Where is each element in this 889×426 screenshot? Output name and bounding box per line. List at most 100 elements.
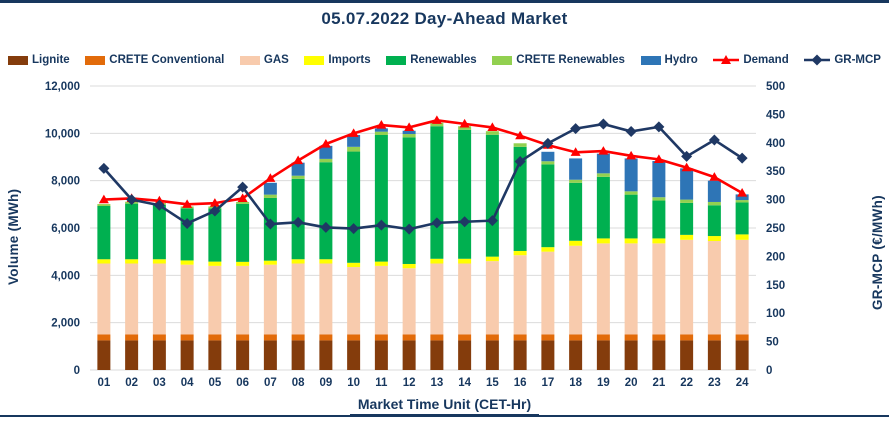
legend-item-lignite[interactable]: Lignite: [8, 54, 70, 66]
bar-hour-16[interactable]: [513, 143, 527, 370]
x-tick-label: 01: [97, 377, 110, 389]
bar-hour-15[interactable]: [485, 131, 499, 370]
legend-item-demand[interactable]: Demand: [713, 54, 789, 66]
triangle-marker: [570, 147, 581, 156]
bar-hour-09[interactable]: [319, 145, 333, 370]
bar-hour-08[interactable]: [291, 162, 305, 370]
triangle-marker: [293, 155, 304, 165]
segment-gas: [347, 267, 361, 335]
segment-imports: [569, 240, 583, 246]
segment-gas: [596, 243, 610, 335]
segment-crete-conventional: [596, 334, 610, 341]
segment-hydro: [569, 158, 583, 180]
segment-renewables: [596, 176, 610, 239]
segment-gas: [236, 265, 250, 335]
legend-item-crete-conventional[interactable]: CRETE Conventional: [85, 54, 224, 66]
bar-hour-06[interactable]: [236, 201, 250, 370]
diamond-marker: [653, 121, 665, 133]
segment-crete-conventional: [624, 334, 638, 341]
x-tick-label: 11: [375, 377, 388, 389]
bar-hour-10[interactable]: [347, 134, 361, 370]
x-axis-ticks: 01 02 03 04 05 06 07 08 09 10 11 12 13 14 15 16 17 18 19 20…: [97, 377, 749, 389]
segment-imports: [374, 261, 388, 266]
segment-imports: [541, 247, 555, 252]
segment-crete-conventional: [97, 334, 111, 341]
legend-item-renewables[interactable]: Renewables: [386, 54, 477, 66]
triangle-marker: [182, 199, 193, 208]
bar-hour-20[interactable]: [624, 158, 638, 370]
stacked-bars: [97, 122, 749, 370]
segment-gas: [97, 263, 111, 335]
segment-crete-conventional: [569, 334, 583, 341]
x-tick-label: 19: [597, 377, 610, 389]
segment-lignite: [347, 340, 361, 370]
segment-hydro: [680, 168, 694, 200]
segment-renewables: [347, 151, 361, 263]
segment-imports: [513, 250, 527, 256]
right-axis-title: GR-MCP (€/MWh): [870, 195, 885, 311]
bar-hour-19[interactable]: [596, 153, 610, 370]
bar-hour-01[interactable]: [97, 204, 111, 370]
bar-hour-22[interactable]: [680, 168, 694, 370]
left-tick-label: 2,000: [51, 318, 80, 330]
triangle-marker: [98, 194, 109, 204]
diamond-marker: [153, 199, 165, 211]
bar-hour-05[interactable]: [208, 206, 222, 370]
bar-hour-13[interactable]: [430, 122, 444, 370]
diamond-marker: [403, 223, 415, 235]
segment-lignite: [735, 340, 749, 370]
triangle-marker: [459, 118, 470, 128]
x-tick-label: 16: [514, 377, 527, 389]
x-axis-title: Market Time Unit (CET-Hr): [349, 396, 540, 416]
bar-hour-23[interactable]: [707, 180, 721, 370]
segment-crete-conventional: [680, 334, 694, 341]
bar-hour-17[interactable]: [541, 151, 555, 370]
legend-swatch-imports-icon: [304, 55, 325, 65]
triangle-marker: [265, 173, 276, 182]
legend-swatch-gr-mcp-icon: [804, 54, 831, 66]
segment-lignite: [236, 340, 250, 370]
legend-item-imports[interactable]: Imports: [304, 54, 371, 66]
line-gr-mcp: [98, 118, 748, 235]
segment-imports: [735, 234, 749, 240]
diamond-marker: [348, 223, 360, 235]
segment-imports: [180, 260, 194, 265]
legend-label-gas: GAS: [263, 54, 289, 66]
diamond-marker: [459, 216, 471, 228]
legend-label-hydro: Hydro: [664, 54, 698, 66]
bar-hour-02[interactable]: [125, 201, 139, 370]
diamond-marker: [98, 162, 110, 174]
segment-crete-conventional: [652, 334, 666, 341]
x-tick-label: 12: [403, 377, 416, 389]
legend-swatch-crete-conventional-icon: [85, 55, 106, 65]
bar-hour-14[interactable]: [458, 126, 472, 370]
segment-imports: [319, 259, 333, 264]
segment-imports: [430, 258, 444, 264]
bar-hour-11[interactable]: [374, 128, 388, 370]
legend-swatch-lignite-icon: [8, 55, 28, 65]
bar-hour-04[interactable]: [180, 206, 194, 370]
segment-gas: [291, 263, 305, 335]
legend-item-gr-mcp[interactable]: GR-MCP: [804, 54, 881, 66]
right-tick-label: 350: [766, 166, 785, 178]
bar-hour-12[interactable]: [402, 130, 416, 370]
segment-imports: [402, 263, 416, 269]
left-tick-label: 10,000: [45, 128, 80, 140]
segment-hydro: [596, 153, 610, 174]
left-tick-label: 12,000: [45, 81, 80, 93]
legend-item-hydro[interactable]: Hydro: [640, 54, 698, 66]
legend-item-crete-renewables[interactable]: CRETE Renewables: [492, 54, 625, 66]
x-tick-label: 10: [347, 377, 360, 389]
bar-hour-18[interactable]: [569, 158, 583, 370]
x-tick-label: 14: [458, 377, 471, 389]
segment-renewables: [97, 205, 111, 260]
bar-hour-24[interactable]: [735, 194, 749, 370]
bar-hour-03[interactable]: [152, 202, 166, 370]
diamond-marker: [292, 216, 304, 228]
segment-lignite: [152, 340, 166, 370]
bar-hour-07[interactable]: [263, 182, 277, 370]
bar-hour-21[interactable]: [652, 161, 666, 370]
segment-gas: [319, 263, 333, 335]
legend-item-gas[interactable]: GAS: [239, 54, 289, 66]
